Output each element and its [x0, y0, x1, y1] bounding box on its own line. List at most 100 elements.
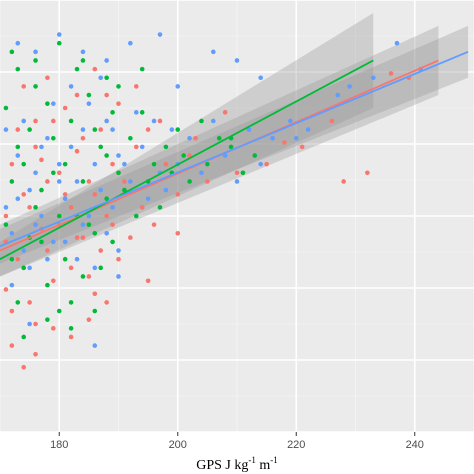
data-point: [116, 274, 121, 279]
data-point: [122, 161, 127, 167]
data-point: [74, 256, 80, 262]
data-point: [15, 144, 21, 150]
data-point: [68, 118, 74, 124]
data-point: [3, 105, 9, 111]
data-point: [9, 161, 15, 167]
data-point: [394, 40, 400, 46]
data-point: [175, 192, 181, 197]
fit-lines: [0, 51, 469, 260]
data-point: [370, 75, 376, 81]
data-point: [9, 179, 15, 184]
data-point: [45, 101, 50, 106]
data-point: [187, 135, 192, 141]
data-point: [258, 161, 264, 167]
data-point: [33, 321, 38, 327]
data-point: [27, 321, 32, 327]
data-point: [45, 75, 50, 81]
data-point: [56, 170, 62, 176]
data-point: [98, 265, 104, 271]
data-point: [139, 144, 145, 150]
data-point: [62, 161, 68, 167]
data-point: [145, 196, 151, 202]
data-point: [86, 274, 92, 279]
data-point: [62, 192, 68, 197]
data-point: [74, 179, 80, 184]
data-point: [9, 308, 15, 314]
data-point: [15, 127, 21, 132]
data-point: [74, 92, 80, 98]
data-point: [21, 265, 27, 271]
data-point: [145, 278, 151, 284]
data-point: [175, 127, 181, 132]
data-point: [128, 235, 133, 240]
data-point: [116, 153, 121, 158]
data-point: [104, 118, 109, 124]
data-point: [21, 161, 27, 167]
data-point: [3, 213, 9, 219]
data-point: [92, 66, 98, 72]
data-point: [157, 118, 163, 124]
data-point: [74, 235, 80, 240]
data-point: [133, 213, 139, 219]
data-point: [51, 170, 56, 176]
data-point: [21, 192, 27, 197]
data-point: [86, 317, 92, 322]
data-point: [68, 205, 74, 210]
data-point: [116, 84, 121, 89]
data-point: [305, 127, 311, 132]
data-point: [163, 187, 169, 193]
data-point: [151, 222, 157, 227]
data-point: [33, 170, 38, 176]
data-point: [169, 127, 175, 132]
data-point: [104, 153, 109, 158]
data-point: [151, 161, 157, 167]
data-point: [56, 32, 62, 37]
data-point: [133, 110, 139, 115]
data-point: [222, 110, 228, 115]
data-point: [335, 92, 341, 98]
data-point: [104, 300, 109, 305]
data-point: [151, 118, 157, 124]
data-point: [21, 84, 27, 89]
data-point: [329, 118, 335, 124]
data-point: [51, 239, 56, 245]
data-point: [39, 239, 44, 245]
data-point: [33, 49, 38, 55]
data-point: [80, 235, 86, 240]
data-point: [365, 170, 370, 176]
data-point: [51, 135, 56, 141]
data-point: [56, 179, 62, 184]
data-point: [228, 144, 234, 150]
x-tick-label: 180: [50, 439, 68, 451]
data-point: [234, 170, 240, 176]
data-point: [116, 170, 121, 176]
data-point: [92, 308, 98, 314]
data-point: [45, 282, 50, 288]
data-point: [139, 110, 145, 115]
data-point: [110, 239, 115, 245]
data-point: [110, 127, 115, 132]
data-point: [116, 256, 121, 262]
data-point: [205, 161, 210, 167]
data-point: [62, 105, 68, 111]
data-point: [98, 187, 104, 193]
x-tick-label: 200: [169, 439, 187, 451]
data-point: [128, 135, 133, 141]
data-point: [264, 161, 269, 167]
data-point: [9, 230, 15, 236]
data-point: [33, 205, 38, 210]
data-point: [98, 127, 104, 132]
data-point: [252, 153, 258, 158]
data-points: [3, 32, 423, 370]
data-point: [15, 153, 21, 158]
data-point: [80, 179, 86, 184]
x-axis-ticks: 180 200 220 240: [50, 432, 424, 451]
data-point: [187, 179, 192, 184]
data-point: [216, 135, 222, 141]
data-point: [27, 205, 32, 210]
data-point: [86, 222, 92, 227]
data-point: [51, 326, 56, 331]
data-point: [33, 222, 38, 227]
data-point: [240, 170, 246, 176]
data-point: [86, 179, 92, 184]
